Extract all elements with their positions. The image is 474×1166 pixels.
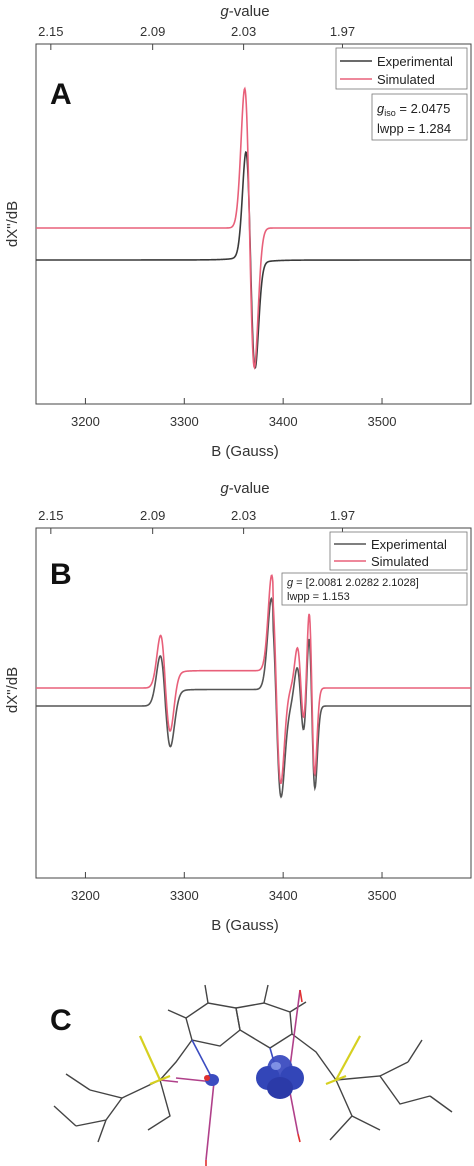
top-tick-label: 2.03: [231, 508, 256, 523]
phosphorus-bonds: [138, 1035, 361, 1086]
panel-b-y-axis-title: dX"/dB: [4, 667, 21, 713]
panel-b-bottom-ticks: 3200 3300 3400 3500: [71, 872, 397, 903]
top-tick-label: 2.09: [140, 24, 165, 39]
panel-a-top-ticks: 2.15 2.09 2.03 1.97: [38, 24, 355, 50]
panel-b: g-value 2.15 2.09 2.03 1.97 3200 3300 3400 350…: [4, 480, 472, 934]
panel-b-experimental-line: [36, 596, 471, 799]
panel-c-molecular-structure: C: [50, 984, 453, 1166]
panel-b-parameter-box: g = [2.0081 2.0282 2.1028] lwpp = 1.153: [281, 572, 468, 606]
x-tick-label: 3500: [368, 414, 397, 429]
panel-a-top-axis-title: g-value: [220, 3, 269, 20]
panel-a-lwpp-text: lwpp = 1.284: [377, 121, 451, 136]
panel-a-legend: Experimental Simulated: [335, 47, 468, 90]
x-tick-label: 3200: [71, 414, 100, 429]
x-tick-label: 3300: [170, 888, 199, 903]
panel-b-plot-frame: [35, 527, 472, 879]
panel-b-x-axis-title: B (Gauss): [211, 917, 279, 934]
x-tick-label: 3200: [71, 888, 100, 903]
panel-c-letter: C: [50, 1004, 72, 1037]
panel-b-legend: Experimental Simulated: [329, 531, 468, 571]
panel-a-giso-text: giso = 2.0475: [377, 101, 450, 118]
panel-a-experimental-line: [36, 150, 471, 370]
panel-b-top-ticks: 2.15 2.09 2.03 1.97: [38, 508, 355, 534]
top-tick-label: 2.09: [140, 508, 165, 523]
panel-a-parameter-box: giso = 2.0475 lwpp = 1.284: [371, 93, 468, 141]
panel-b-top-axis-title: g-value: [220, 480, 269, 497]
top-tick-label: 1.97: [330, 508, 355, 523]
panel-a-simulated-line: [36, 86, 471, 370]
spin-density-isosurface: [204, 1055, 304, 1099]
panel-b-simulated-line: [36, 574, 471, 785]
panel-b-lwpp-text: lwpp = 1.153: [287, 591, 350, 603]
oxygen-atoms: [205, 989, 303, 1166]
panel-a-bottom-ticks: 3200 3300 3400 3500: [71, 398, 397, 429]
top-tick-label: 2.15: [38, 24, 63, 39]
panel-a-letter: A: [50, 78, 72, 111]
x-tick-label: 3300: [170, 414, 199, 429]
ligand-backbone: [53, 984, 453, 1143]
panel-a: g-value 2.15 2.09 2.03 1.97 3200 3300 3400 350…: [4, 3, 472, 460]
panel-b-g-tensor-text: g = [2.0081 2.0282 2.1028]: [287, 577, 419, 589]
top-tick-label: 1.97: [330, 24, 355, 39]
x-tick-label: 3500: [368, 888, 397, 903]
legend-label-experimental: Experimental: [377, 54, 453, 69]
top-tick-label: 2.15: [38, 508, 63, 523]
x-tick-label: 3400: [269, 414, 298, 429]
panel-b-letter: B: [50, 558, 72, 591]
legend-label-experimental: Experimental: [371, 537, 447, 552]
panel-a-x-axis-title: B (Gauss): [211, 443, 279, 460]
legend-label-simulated: Simulated: [377, 72, 435, 87]
panel-a-plot-frame: [35, 43, 472, 405]
top-tick-label: 2.03: [231, 24, 256, 39]
panel-a-y-axis-title: dX"/dB: [4, 201, 21, 247]
legend-label-simulated: Simulated: [371, 554, 429, 569]
x-tick-label: 3400: [269, 888, 298, 903]
